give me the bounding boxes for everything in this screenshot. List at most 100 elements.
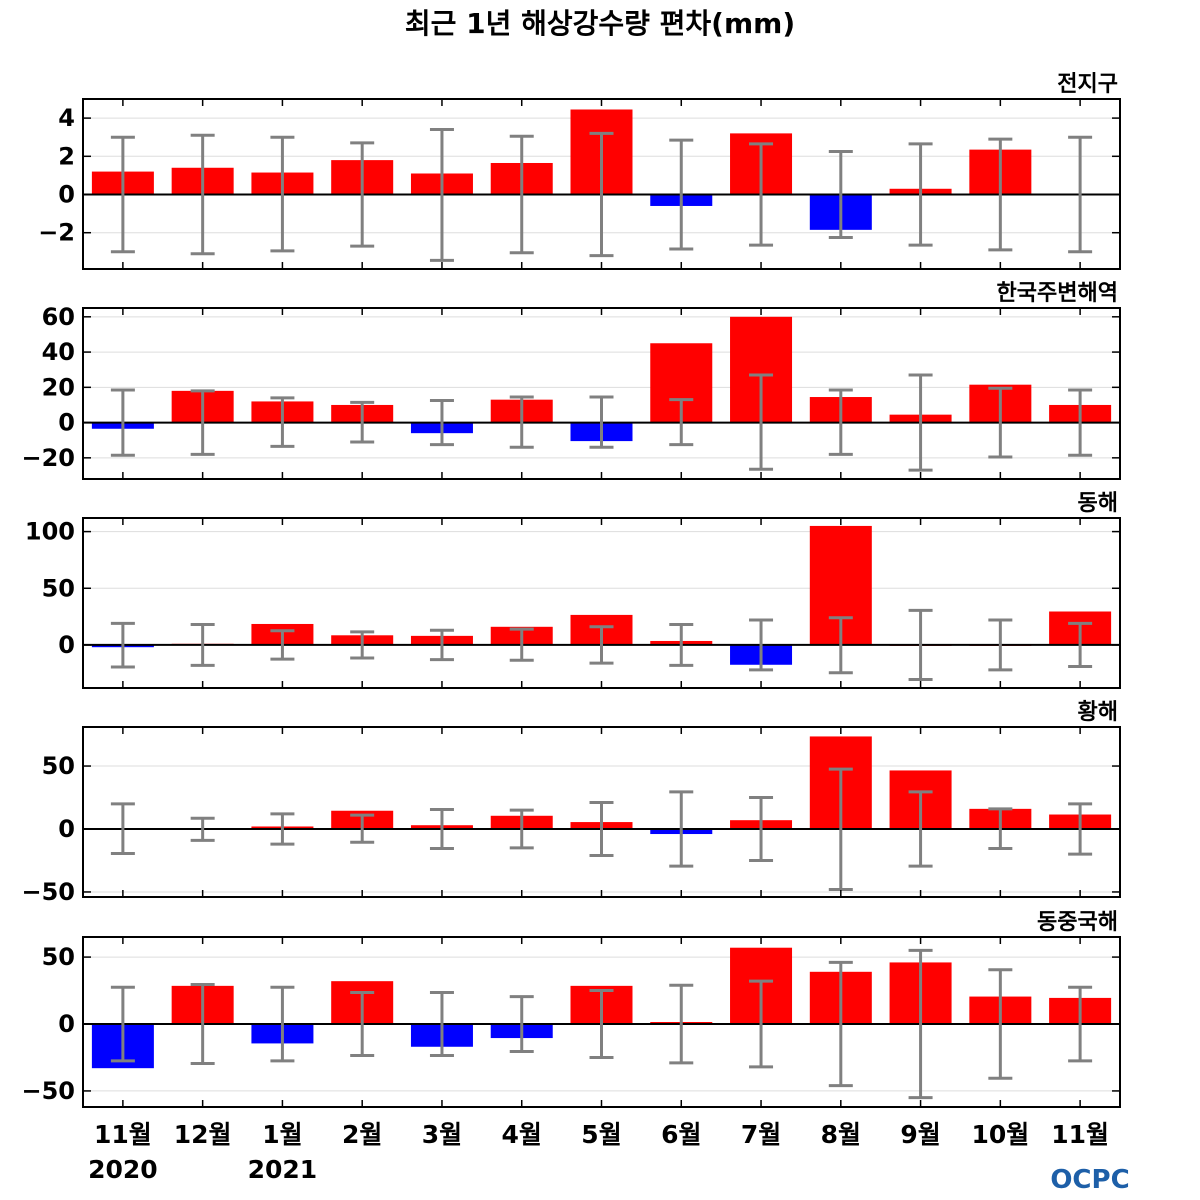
- error-bar: [509, 995, 534, 1053]
- error-bar: [908, 608, 933, 681]
- error-bar: [270, 135, 295, 253]
- x-tick-label: 6월: [661, 1120, 701, 1149]
- error-bar: [270, 985, 295, 1063]
- error-bar: [509, 808, 534, 850]
- error-bar: [908, 142, 933, 247]
- error-bar: [749, 979, 774, 1069]
- panel-title: 황해: [1078, 700, 1118, 725]
- error-bar: [350, 813, 375, 844]
- x-tick-label: 1월: [262, 1120, 302, 1149]
- error-bar: [828, 616, 853, 675]
- y-tick-label: 4: [58, 104, 75, 132]
- year-label: 2021: [248, 1155, 318, 1184]
- error-bar: [509, 134, 534, 255]
- x-tick-label: 8월: [821, 1120, 861, 1149]
- error-bar: [669, 790, 694, 868]
- error-bar: [589, 395, 614, 449]
- x-tick-label: 7월: [741, 1120, 781, 1149]
- error-bar: [828, 960, 853, 1088]
- panel-title: 동중국해: [1037, 910, 1118, 935]
- y-tick-label: −20: [21, 444, 75, 472]
- error-bar: [908, 790, 933, 868]
- y-tick-label: −50: [21, 1077, 75, 1105]
- panel-2: 한국주변해역 60 40 20 0 −20: [21, 281, 1121, 480]
- error-bar: [190, 623, 215, 667]
- error-bar: [988, 618, 1013, 672]
- error-bar: [110, 985, 135, 1063]
- error-bar: [110, 621, 135, 669]
- error-bar: [828, 388, 853, 456]
- panel-title: 동해: [1078, 491, 1118, 516]
- x-tick-label: 3월: [422, 1120, 462, 1149]
- error-bar: [429, 399, 454, 447]
- y-tick-label: 40: [42, 338, 75, 366]
- x-tick-label: 4월: [502, 1120, 542, 1149]
- error-bar: [988, 386, 1013, 459]
- error-bar: [509, 395, 534, 449]
- y-tick-label: 100: [25, 518, 75, 546]
- y-tick-label: 0: [58, 181, 75, 209]
- error-bar: [749, 618, 774, 672]
- panel-1: 전지구 4 2 0 −2: [38, 72, 1121, 270]
- error-bar: [190, 816, 215, 842]
- chart-title: 최근 1년 해상강수량 편차(mm): [405, 7, 795, 40]
- error-bar: [589, 625, 614, 665]
- error-bar: [1068, 388, 1093, 457]
- y-tick-label: 20: [42, 373, 75, 401]
- x-tick-label: 2월: [342, 1120, 382, 1149]
- error-bar: [669, 398, 694, 447]
- y-tick-label: 50: [42, 574, 75, 602]
- error-bar: [828, 150, 853, 239]
- panel-title: 전지구: [1057, 72, 1118, 97]
- error-bar: [988, 807, 1013, 851]
- error-bar: [749, 796, 774, 862]
- error-bar: [589, 989, 614, 1059]
- panel-3: 동해 100 50 0: [25, 491, 1121, 689]
- panel-title: 한국주변해역: [997, 281, 1118, 306]
- y-tick-label: 2: [58, 142, 75, 170]
- panel-frame: [82, 307, 1121, 480]
- error-bar: [828, 767, 853, 891]
- x-tick-label: 9월: [900, 1120, 940, 1149]
- y-tick-label: 50: [42, 752, 75, 780]
- panel-4: 황해 50 0 −50: [21, 700, 1121, 906]
- error-bar: [350, 141, 375, 248]
- error-bar: [988, 137, 1013, 252]
- error-bar: [908, 373, 933, 472]
- error-bar: [110, 135, 135, 254]
- y-tick-label: 60: [42, 303, 75, 331]
- error-bar: [350, 630, 375, 660]
- error-bar: [429, 628, 454, 662]
- y-tick-label: 0: [58, 1010, 75, 1038]
- error-bar: [350, 991, 375, 1057]
- y-tick-label: −2: [38, 219, 75, 247]
- x-tick-label: 10월: [971, 1120, 1029, 1149]
- error-bar: [429, 991, 454, 1057]
- error-bar: [749, 373, 774, 471]
- error-bar: [988, 968, 1013, 1080]
- error-bar: [1068, 135, 1093, 254]
- x-tick-label: 12월: [174, 1120, 232, 1149]
- error-bar: [429, 807, 454, 851]
- x-tick-label: 11월: [94, 1120, 152, 1149]
- y-tick-label: 0: [58, 815, 75, 843]
- error-bar: [1068, 802, 1093, 856]
- error-bar: [270, 396, 295, 448]
- x-tick-label: 11월: [1051, 1120, 1109, 1149]
- error-bar: [429, 128, 454, 262]
- error-bar: [908, 948, 933, 1100]
- error-bar: [749, 142, 774, 247]
- error-bar: [509, 627, 534, 662]
- y-tick-label: 0: [58, 631, 75, 659]
- y-tick-label: 0: [58, 409, 75, 437]
- error-bar: [350, 400, 375, 444]
- x-tick-label: 5월: [581, 1120, 621, 1149]
- error-bar: [669, 623, 694, 667]
- error-bar: [1068, 985, 1093, 1063]
- error-bar: [589, 131, 614, 258]
- y-tick-label: −50: [21, 878, 75, 906]
- error-bar: [190, 389, 215, 456]
- error-bar: [669, 983, 694, 1065]
- y-tick-label: 50: [42, 943, 75, 971]
